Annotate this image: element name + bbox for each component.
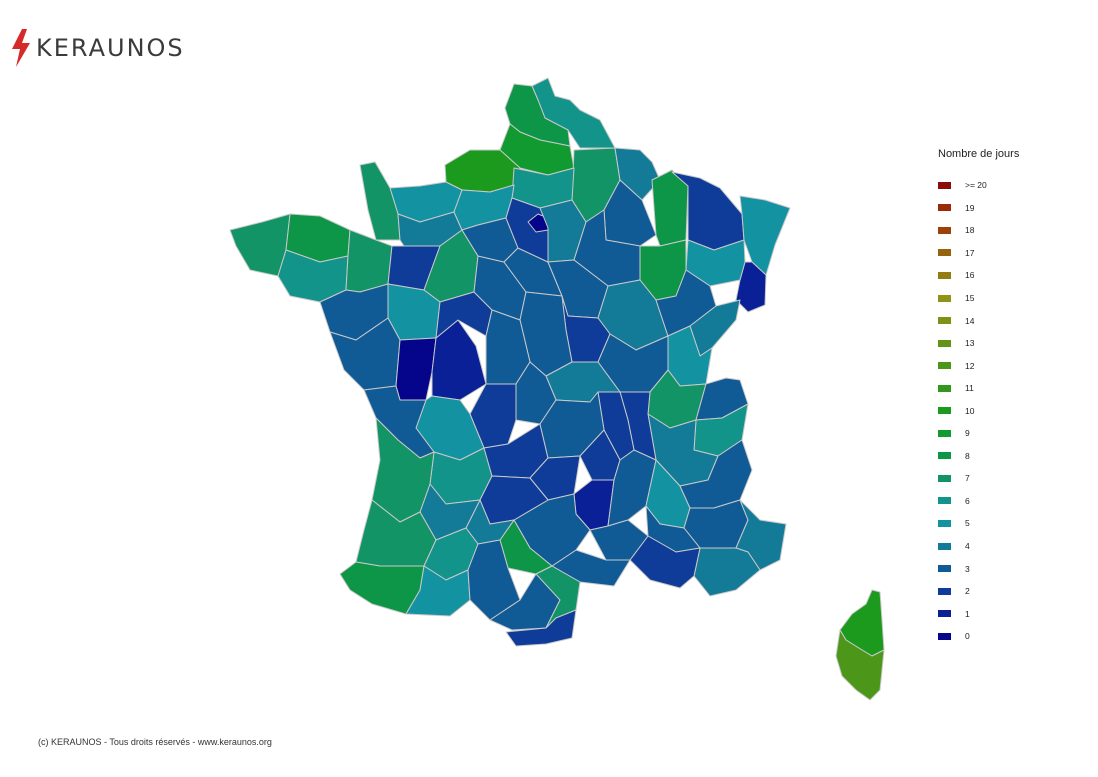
legend-item: 13 bbox=[938, 332, 1019, 355]
legend-swatch bbox=[938, 249, 951, 257]
legend-label: 16 bbox=[965, 270, 975, 281]
legend-swatch bbox=[938, 384, 951, 392]
region-corse-du-sud bbox=[835, 629, 885, 701]
legend-label: 17 bbox=[965, 247, 975, 258]
region-gironde bbox=[371, 417, 435, 523]
legend-item: 16 bbox=[938, 264, 1019, 287]
legend-label: 8 bbox=[965, 450, 970, 461]
legend-label: 1 bbox=[965, 608, 970, 619]
lightning-bolt-shape bbox=[12, 29, 30, 67]
map-regions bbox=[229, 77, 885, 701]
legend-item: 15 bbox=[938, 287, 1019, 310]
legend-label: 9 bbox=[965, 428, 970, 439]
region-pyrenees-orientales bbox=[505, 609, 577, 647]
legend-label: 18 bbox=[965, 225, 975, 236]
legend-swatch bbox=[938, 632, 951, 640]
legend-swatch bbox=[938, 317, 951, 325]
legend-swatch bbox=[938, 339, 951, 347]
legend-label: 15 bbox=[965, 293, 975, 303]
legend-item: 11 bbox=[938, 377, 1019, 400]
legend: Nombre de jours >= 20 19 18 17 16 15 14 13 12 11 1… bbox=[938, 148, 1019, 647]
legend-swatch bbox=[938, 181, 951, 189]
legend-item: 1 bbox=[938, 602, 1019, 625]
legend-label: 4 bbox=[965, 541, 970, 552]
legend-item: 14 bbox=[938, 309, 1019, 332]
legend-item: 12 bbox=[938, 354, 1019, 377]
legend-label: 7 bbox=[965, 473, 970, 484]
legend-item: 0 bbox=[938, 625, 1019, 648]
legend-swatch bbox=[938, 452, 951, 460]
legend-swatch bbox=[938, 407, 951, 415]
legend-swatch bbox=[938, 362, 951, 370]
legend-item: 9 bbox=[938, 422, 1019, 445]
legend-label: 12 bbox=[965, 360, 975, 371]
legend-swatch bbox=[938, 542, 951, 550]
region-bouches-du-rhone bbox=[629, 535, 701, 589]
legend-item: 3 bbox=[938, 557, 1019, 580]
region-var bbox=[693, 547, 761, 597]
legend-swatch bbox=[938, 271, 951, 279]
legend-item: 7 bbox=[938, 467, 1019, 490]
legend-label: 11 bbox=[965, 383, 974, 394]
region-deux-sevres bbox=[395, 337, 437, 401]
legend-title: Nombre de jours bbox=[938, 148, 1020, 160]
legend-item: >= 20 bbox=[938, 174, 1019, 197]
legend-label: >= 20 bbox=[965, 180, 987, 191]
logo-text: KERAUNOS bbox=[36, 34, 185, 62]
region-manche bbox=[359, 161, 401, 241]
copyright-footer: (c) KERAUNOS - Tous droits réservés - ww… bbox=[38, 737, 272, 747]
legend-label: 10 bbox=[965, 405, 975, 416]
legend-swatch bbox=[938, 497, 951, 505]
legend-swatch bbox=[938, 565, 951, 573]
legend-swatch bbox=[938, 226, 951, 234]
legend-swatch bbox=[938, 294, 951, 302]
legend-label: 13 bbox=[965, 338, 975, 349]
legend-label: 6 bbox=[965, 495, 970, 506]
legend-label: 5 bbox=[965, 518, 970, 529]
legend-item: 5 bbox=[938, 512, 1019, 535]
legend-label: 19 bbox=[965, 202, 975, 213]
legend-swatch bbox=[938, 587, 951, 595]
legend-label: 2 bbox=[965, 586, 970, 597]
region-vienne bbox=[431, 319, 487, 401]
legend-item: 2 bbox=[938, 580, 1019, 603]
keraunos-logo: KERAUNOS bbox=[10, 28, 185, 68]
legend-swatch bbox=[938, 204, 951, 212]
legend-label: 0 bbox=[965, 631, 970, 642]
legend-item: 17 bbox=[938, 242, 1019, 265]
legend-item: 8 bbox=[938, 445, 1019, 468]
legend-label: 14 bbox=[965, 315, 975, 326]
legend-label: 3 bbox=[965, 563, 970, 574]
legend-rows: >= 20 19 18 17 16 15 14 13 12 11 10 9 8 7 6 5 4 3 2 1 0 bbox=[938, 174, 1019, 647]
legend-item: 18 bbox=[938, 219, 1019, 242]
legend-swatch bbox=[938, 610, 951, 618]
region-haute-garonne bbox=[467, 539, 521, 621]
legend-item: 6 bbox=[938, 490, 1019, 513]
region-haut-rhin bbox=[735, 261, 767, 313]
legend-swatch bbox=[938, 429, 951, 437]
legend-swatch bbox=[938, 519, 951, 527]
lightning-bolt-icon bbox=[12, 29, 30, 67]
legend-item: 4 bbox=[938, 535, 1019, 558]
legend-swatch bbox=[938, 474, 951, 482]
legend-item: 19 bbox=[938, 197, 1019, 220]
legend-item: 10 bbox=[938, 399, 1019, 422]
